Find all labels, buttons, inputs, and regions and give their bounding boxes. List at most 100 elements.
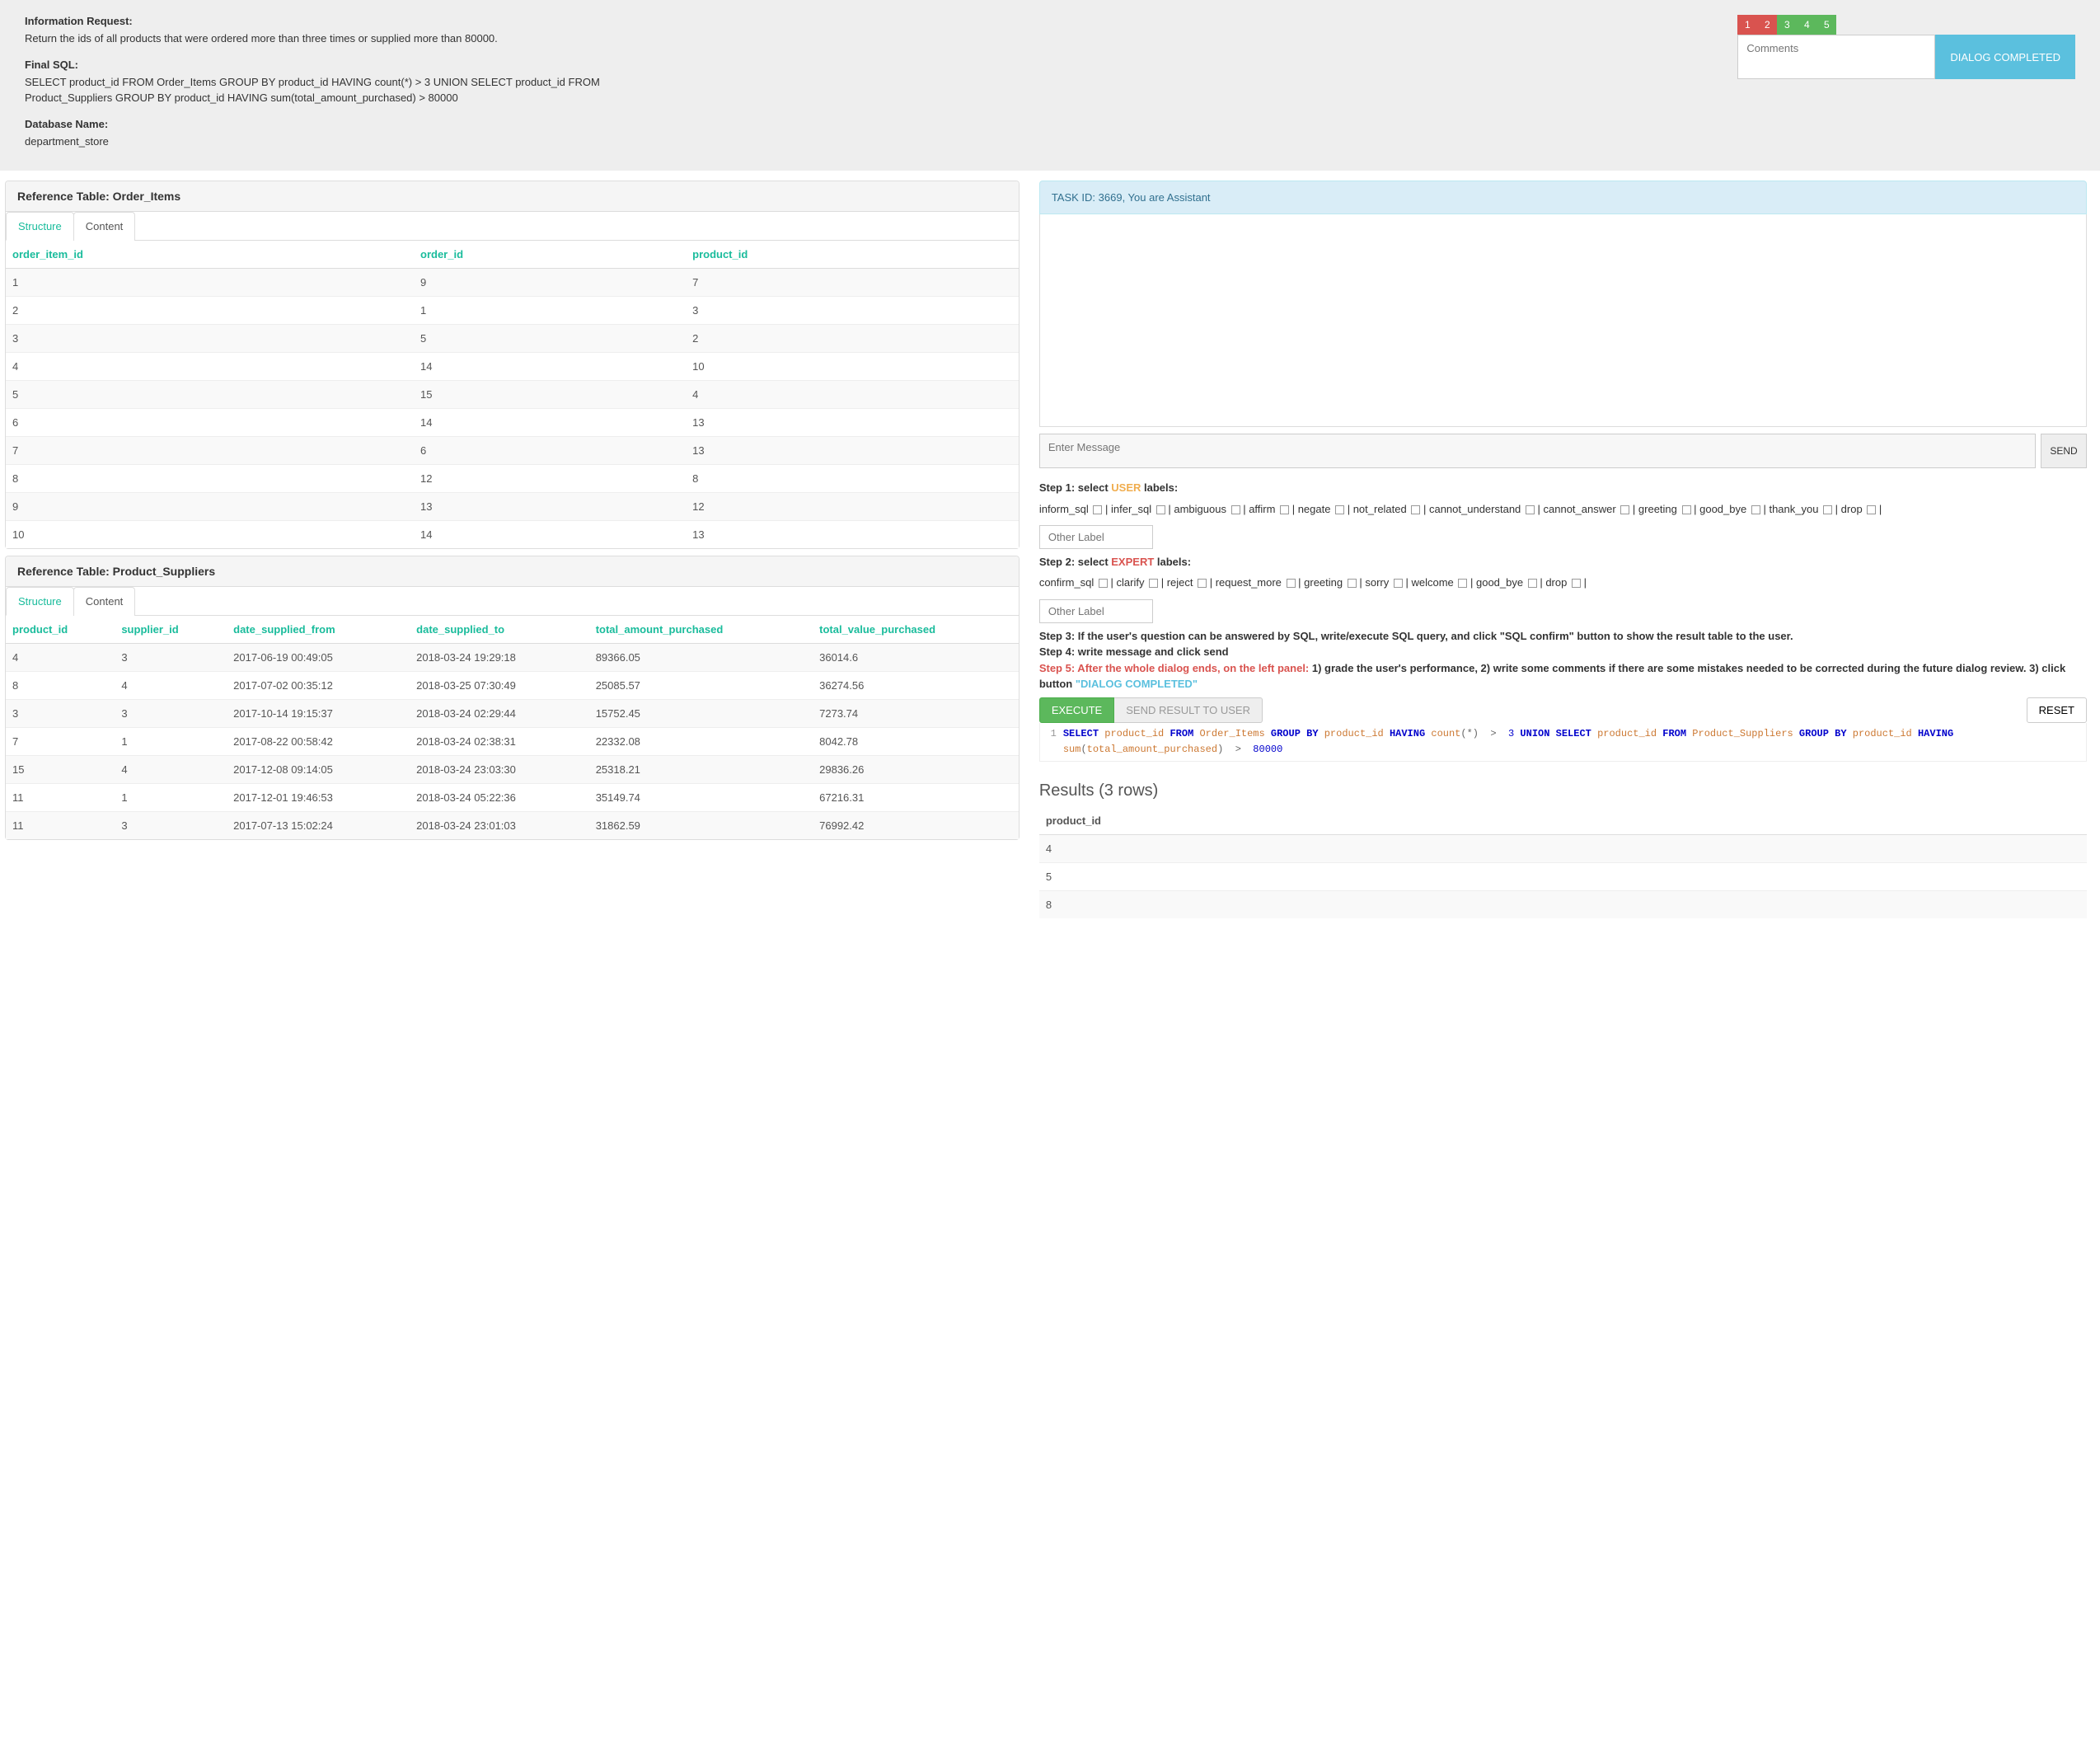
table-cell: 36274.56	[813, 672, 1019, 700]
table-cell: 2017-08-22 00:58:42	[227, 728, 410, 756]
db-name-text: department_store	[25, 134, 643, 150]
info-request-label: Information Request:	[25, 15, 643, 27]
checkbox-confirm_sql[interactable]	[1099, 579, 1108, 588]
table-cell: 5	[6, 381, 414, 409]
checkbox-not_related[interactable]	[1411, 505, 1420, 514]
table-cell: 2017-06-19 00:49:05	[227, 644, 410, 672]
checkbox-request_more[interactable]	[1287, 579, 1296, 588]
label-cannot_understand: cannot_understand	[1429, 503, 1535, 515]
panel-title: Reference Table: Product_Suppliers	[6, 556, 1019, 587]
table-cell: 31862.59	[589, 812, 813, 840]
table-cell: 1	[6, 269, 414, 297]
user-other-label-input[interactable]	[1039, 525, 1153, 549]
label-sorry: sorry	[1365, 576, 1403, 589]
grade-button-2[interactable]: 2	[1757, 15, 1777, 35]
table-cell: 15	[414, 381, 686, 409]
column-header: order_id	[414, 241, 686, 269]
table-cell: 8042.78	[813, 728, 1019, 756]
table-cell: 12	[686, 493, 1019, 521]
checkbox-reject[interactable]	[1198, 579, 1207, 588]
execute-button[interactable]: EXECUTE	[1039, 697, 1114, 723]
table-row: 213	[6, 297, 1019, 325]
label-inform_sql: inform_sql	[1039, 503, 1103, 515]
expert-other-label-input[interactable]	[1039, 599, 1153, 623]
label-greeting: greeting	[1638, 503, 1691, 515]
label-thank_you: thank_you	[1769, 503, 1832, 515]
table-cell: 1	[414, 297, 686, 325]
final-sql-text: SELECT product_id FROM Order_Items GROUP…	[25, 74, 643, 106]
grade-button-1[interactable]: 1	[1737, 15, 1757, 35]
table-cell: 3	[686, 297, 1019, 325]
checkbox-infer_sql[interactable]	[1156, 505, 1165, 514]
checkbox-ambiguous[interactable]	[1231, 505, 1240, 514]
checkbox-greeting[interactable]	[1348, 579, 1357, 588]
message-input[interactable]	[1039, 434, 2036, 468]
separator: |	[1102, 503, 1111, 515]
send-button[interactable]: SEND	[2041, 434, 2087, 468]
label-drop: drop	[1545, 576, 1581, 589]
separator: |	[1158, 576, 1167, 589]
table-cell: 25318.21	[589, 756, 813, 784]
comments-input[interactable]	[1737, 35, 1935, 79]
checkbox-thank_you[interactable]	[1823, 505, 1832, 514]
table-cell: 14	[414, 409, 686, 437]
checkbox-good_bye[interactable]	[1528, 579, 1537, 588]
table-row: 7613	[6, 437, 1019, 465]
table-row: 432017-06-19 00:49:052018-03-24 19:29:18…	[6, 644, 1019, 672]
checkbox-negate[interactable]	[1335, 505, 1344, 514]
tab-content[interactable]: Content	[73, 587, 136, 616]
checkbox-cannot_answer[interactable]	[1620, 505, 1629, 514]
separator: |	[1535, 503, 1544, 515]
grade-button-4[interactable]: 4	[1797, 15, 1816, 35]
table-cell: 2018-03-24 02:38:31	[410, 728, 589, 756]
checkbox-inform_sql[interactable]	[1093, 505, 1102, 514]
tab-content[interactable]: Content	[73, 212, 136, 241]
line-number: 1	[1040, 726, 1063, 758]
checkbox-clarify[interactable]	[1149, 579, 1158, 588]
grade-button-3[interactable]: 3	[1777, 15, 1797, 35]
tab-structure[interactable]: Structure	[6, 587, 74, 616]
checkbox-affirm[interactable]	[1280, 505, 1289, 514]
separator: |	[1357, 576, 1366, 589]
grade-buttons: 12345	[1737, 15, 1836, 35]
checkbox-welcome[interactable]	[1458, 579, 1467, 588]
column-header: total_value_purchased	[813, 616, 1019, 644]
table-row: 8128	[6, 465, 1019, 493]
table-cell: 8	[686, 465, 1019, 493]
checkbox-drop[interactable]	[1867, 505, 1876, 514]
table-cell: 10	[6, 521, 414, 549]
table-cell: 3	[6, 325, 414, 353]
step2-label: Step 2: select	[1039, 556, 1111, 568]
step4: Step 4: write message and click send	[1039, 645, 1229, 658]
table-cell: 4	[686, 381, 1019, 409]
grade-button-5[interactable]: 5	[1816, 15, 1836, 35]
label-cannot_answer: cannot_answer	[1544, 503, 1630, 515]
table-row: 197	[6, 269, 1019, 297]
step1-suffix: labels:	[1141, 481, 1178, 494]
column-header: product_id	[6, 616, 115, 644]
checkbox-sorry[interactable]	[1394, 579, 1403, 588]
table-cell: 13	[414, 493, 686, 521]
task-banner: TASK ID: 3669, You are Assistant	[1039, 181, 2087, 214]
step1-user: USER	[1111, 481, 1141, 494]
panel-title: Reference Table: Order_Items	[6, 181, 1019, 212]
final-sql-label: Final SQL:	[25, 59, 643, 71]
tab-structure[interactable]: Structure	[6, 212, 74, 241]
label-good_bye: good_bye	[1476, 576, 1537, 589]
column-header: order_item_id	[6, 241, 414, 269]
table-cell: 9	[6, 493, 414, 521]
table-cell: 2018-03-24 05:22:36	[410, 784, 589, 812]
reset-button[interactable]: RESET	[2027, 697, 2087, 723]
checkbox-good_bye[interactable]	[1751, 505, 1760, 514]
table-cell: 29836.26	[813, 756, 1019, 784]
dialog-completed-button[interactable]: DIALOG COMPLETED	[1935, 35, 2075, 79]
table-cell: 10	[686, 353, 1019, 381]
separator: |	[1467, 576, 1476, 589]
send-result-button[interactable]: SEND RESULT TO USER	[1114, 697, 1263, 723]
label-affirm: affirm	[1249, 503, 1289, 515]
sql-editor[interactable]: 1SELECT product_id FROM Order_Items GROU…	[1039, 723, 2087, 762]
checkbox-greeting[interactable]	[1682, 505, 1691, 514]
checkbox-drop[interactable]	[1572, 579, 1581, 588]
checkbox-cannot_understand[interactable]	[1526, 505, 1535, 514]
table-cell: 2018-03-24 02:29:44	[410, 700, 589, 728]
